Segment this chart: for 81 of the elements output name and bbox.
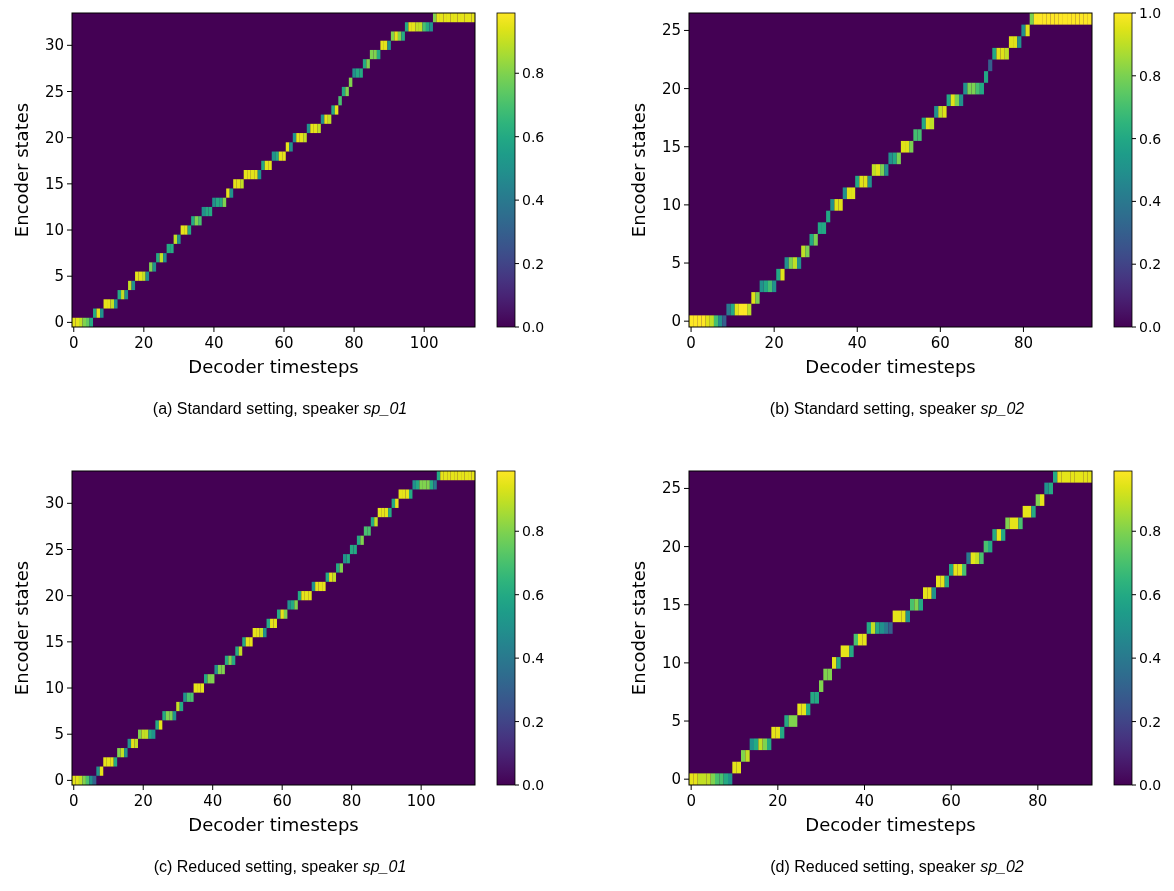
x-tick-label: 0	[68, 792, 79, 810]
x-axis-title: Decoder timesteps	[805, 814, 976, 835]
y-tick-label: 10	[44, 221, 64, 240]
y-tick-label: 10	[661, 195, 681, 214]
text: (b) Standard setting, speaker sp_02	[769, 400, 1025, 417]
y-tick-label: 20	[44, 586, 64, 605]
color-bar-label: 1.0	[1139, 5, 1162, 21]
y-tick-label: 25	[661, 479, 681, 498]
color-bar-label: 0.2	[1139, 256, 1162, 273]
color-bar-label: 0.6	[522, 128, 545, 145]
y-tick-label: 30	[44, 494, 64, 513]
x-tick-label: 0	[686, 792, 696, 810]
y-tick-label: 15	[44, 632, 64, 651]
x-axis-title: Decoder timesteps	[805, 356, 976, 377]
color-bar-label: 0.0	[522, 777, 545, 793]
x-tick-label: 80	[342, 792, 362, 810]
y-tick-label: 0	[54, 771, 64, 790]
y-tick-label: 20	[661, 537, 681, 556]
text: (d) Reduced setting, speaker sp_02	[770, 858, 1024, 875]
y-tick-label: 25	[44, 82, 64, 101]
x-tick-label: 20	[133, 792, 153, 810]
color-bar-label: 0.4	[522, 192, 545, 209]
color-bar-label: 0.0	[522, 319, 545, 335]
x-tick-label: 20	[764, 334, 784, 352]
color-bar-label: 0.4	[1139, 650, 1162, 667]
x-tick-label: 20	[768, 792, 788, 810]
y-tick-label: 20	[44, 128, 64, 147]
color-bar-label: 0.8	[522, 523, 545, 540]
y-axis-title: Encoder states	[11, 102, 32, 238]
y-tick-label: 5	[671, 254, 681, 273]
y-tick-label: 25	[661, 21, 681, 40]
y-tick-label: 0	[54, 313, 64, 332]
y-axis-title: Encoder states	[628, 560, 649, 696]
x-axis-title: Decoder timesteps	[188, 814, 359, 835]
x-tick-label: 40	[204, 334, 224, 352]
y-tick-label: 20	[661, 79, 681, 98]
color-bar-label: 0.8	[1139, 67, 1162, 84]
x-tick-label: 20	[134, 334, 154, 352]
x-tick-label: 40	[203, 792, 223, 810]
color-bar-label: 0.0	[1139, 777, 1162, 793]
color-bar-label: 0.4	[522, 650, 545, 667]
x-tick-label: 100	[406, 792, 436, 810]
x-tick-label: 40	[854, 792, 875, 810]
color-bar-label: 0.6	[1139, 130, 1162, 147]
color-bar-label: 0.8	[1139, 523, 1162, 540]
y-tick-label: 25	[44, 540, 64, 559]
x-tick-label: 60	[274, 334, 294, 352]
y-tick-label: 5	[54, 267, 64, 286]
x-tick-label: 60	[941, 792, 961, 810]
color-bar-label: 0.2	[1139, 713, 1162, 730]
text: (a) Standard setting, speaker sp_01	[152, 400, 408, 417]
x-tick-label: 100	[409, 334, 439, 352]
y-tick-label: 10	[661, 653, 681, 672]
color-bar-label: 0.6	[1139, 586, 1162, 603]
y-tick-label: 30	[44, 36, 64, 55]
color-bar-label: 0.2	[522, 255, 545, 272]
x-tick-label: 80	[1013, 334, 1033, 352]
x-tick-label: 0	[68, 334, 79, 352]
x-tick-label: 80	[1028, 792, 1048, 810]
x-tick-label: 60	[272, 792, 292, 810]
color-bar-label: 0.2	[522, 713, 545, 730]
text: (c) Reduced setting, speaker sp_01	[153, 858, 407, 875]
y-axis-title: Encoder states	[11, 560, 32, 696]
x-tick-label: 60	[930, 334, 950, 352]
y-tick-label: 0	[671, 770, 681, 789]
x-tick-label: 80	[344, 334, 364, 352]
color-bar-label: 0.0	[1139, 319, 1162, 335]
y-tick-label: 5	[671, 712, 681, 731]
y-tick-label: 15	[661, 595, 681, 614]
y-tick-label: 0	[671, 312, 681, 331]
color-bar-label: 0.8	[522, 65, 545, 82]
y-axis-title: Encoder states	[628, 102, 649, 238]
x-tick-label: 40	[847, 334, 867, 352]
y-tick-label: 15	[44, 174, 64, 193]
x-axis-title: Decoder timesteps	[188, 356, 359, 377]
x-tick-label: 0	[686, 334, 696, 352]
color-bar-label: 0.6	[522, 586, 545, 603]
color-bar-label: 0.4	[1139, 193, 1162, 210]
y-tick-label: 5	[54, 725, 64, 744]
y-tick-label: 10	[44, 679, 64, 698]
y-tick-label: 15	[661, 137, 681, 156]
